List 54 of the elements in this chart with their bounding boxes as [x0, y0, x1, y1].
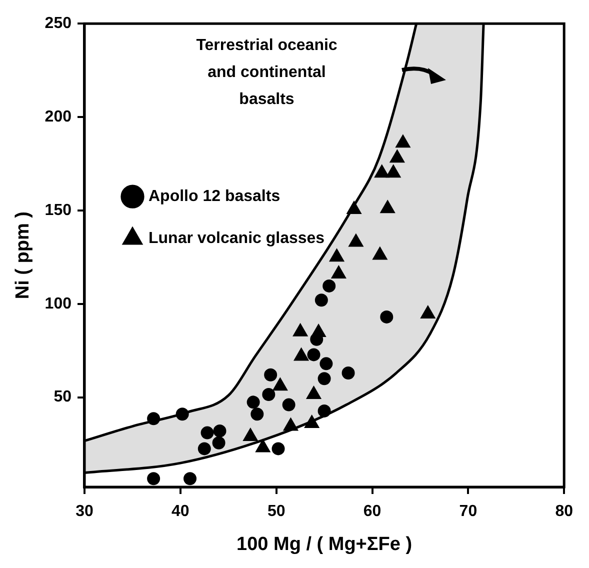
- point: [147, 472, 160, 486]
- point: [282, 398, 296, 412]
- y-tick-label: 200: [44, 108, 72, 126]
- point: [320, 357, 333, 370]
- x-tick-label: 60: [363, 503, 382, 520]
- point: [306, 386, 322, 400]
- point: [147, 412, 160, 426]
- legend-label: Lunar volcanic glasses: [148, 230, 325, 248]
- point: [380, 310, 394, 324]
- point: [346, 201, 362, 214]
- x-tick-label: 80: [555, 503, 574, 520]
- point: [200, 426, 214, 440]
- point: [294, 348, 309, 361]
- x-axis-title: 100 Mg / ( Mg+ΣFe ): [236, 534, 412, 555]
- legend-label: Apollo 12 basalts: [148, 188, 280, 206]
- point: [318, 372, 331, 386]
- point: [310, 332, 324, 346]
- y-tick-label: 150: [44, 202, 72, 219]
- point: [372, 246, 388, 260]
- y-tick-label: 250: [44, 15, 72, 32]
- point: [272, 378, 288, 391]
- y-axis-title: Ni ( ppm ): [12, 211, 34, 300]
- point: [262, 388, 276, 402]
- point: [374, 164, 390, 178]
- point: [212, 436, 226, 450]
- y-tick-label: 50: [54, 388, 72, 406]
- point: [250, 408, 264, 421]
- y-tick-label: 100: [44, 295, 72, 312]
- x-tick-label: 70: [459, 503, 478, 520]
- point: [322, 279, 336, 292]
- point: [292, 323, 308, 336]
- point: [380, 200, 396, 214]
- point: [184, 472, 197, 486]
- point: [307, 348, 320, 362]
- point: [329, 248, 344, 262]
- x-tick-label: 40: [172, 503, 190, 520]
- annotation: Terrestrial oceanic and continental basalts: [196, 37, 338, 108]
- point: [348, 234, 364, 247]
- point: [396, 134, 410, 148]
- point: [246, 396, 260, 409]
- point: [198, 442, 211, 456]
- point: [314, 294, 328, 307]
- point: [331, 265, 346, 278]
- point: [264, 368, 278, 382]
- point: [390, 150, 405, 163]
- point: [386, 164, 401, 178]
- point: [176, 408, 189, 421]
- point: [342, 366, 355, 380]
- x-tick-label: 30: [76, 503, 94, 520]
- point: [272, 442, 285, 456]
- point: [213, 424, 226, 438]
- x-tick-label: 50: [267, 503, 286, 520]
- point: [420, 305, 436, 318]
- point: [318, 404, 331, 418]
